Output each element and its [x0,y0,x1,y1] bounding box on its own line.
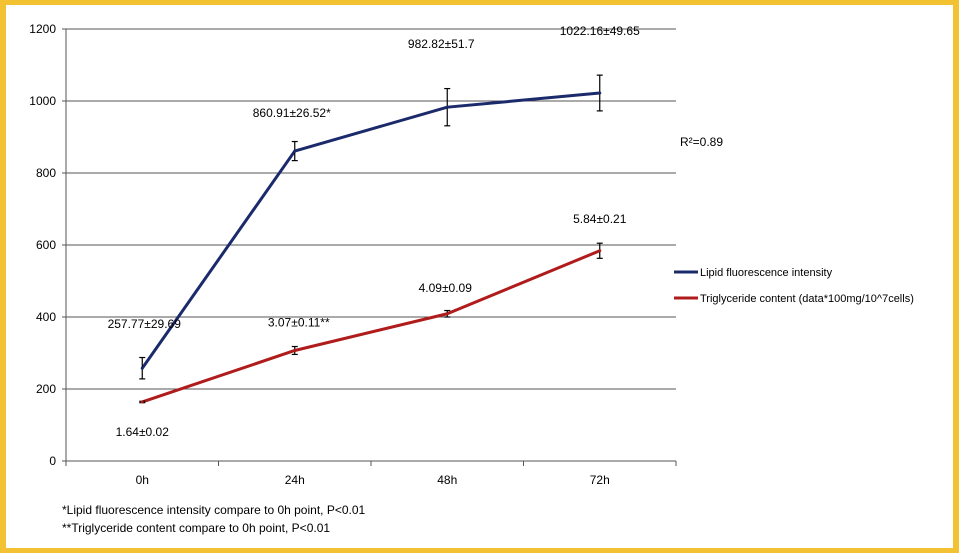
x-tick-label: 24h [285,473,305,487]
y-tick-label: 1200 [29,22,56,36]
series-line-0 [141,91,600,370]
x-tick-label: 0h [136,473,149,487]
footnote-triglyceride: **Triglyceride content compare to 0h poi… [62,521,330,535]
data-label: 982.82±51.7 [408,37,475,51]
y-tick-label: 200 [36,382,56,396]
r-squared-annotation: R²=0.89 [680,135,723,149]
legend-label: Lipid fluorescence intensity [700,267,833,279]
data-label: 3.07±0.11** [268,315,330,329]
data-point [445,105,449,109]
x-tick-label: 72h [590,473,610,487]
y-tick-label: 400 [36,310,56,324]
x-tick-label: 48h [437,473,457,487]
data-point [598,249,602,253]
line-chart: 0 200 400 600 800 1000 1200 0h 24h 48h 72h 257.77±… [29,22,914,535]
y-tick-label: 0 [49,454,56,468]
data-label: 5.84±0.21 [573,212,627,226]
series-line-1 [141,249,601,404]
legend: Lipid fluorescence intensity Triglyceride… [674,267,914,305]
data-point [293,149,297,153]
series [139,74,603,404]
data-point [445,312,449,316]
data-label: 860.91±26.52* [253,106,331,120]
legend-label: Triglyceride content (data*100mg/10^7cel… [700,293,914,305]
y-tick-label: 800 [36,166,56,180]
data-labels: 257.77±29.69 860.91±26.52* 982.82±51.7 1022… [108,24,640,439]
data-point [140,366,144,370]
y-tick-label: 600 [36,238,56,252]
data-label: 4.09±0.09 [419,281,473,295]
data-point [293,348,297,352]
footnote-lipid: *Lipid fluorescence intensity compare to… [62,503,366,517]
y-tick-label: 1000 [29,94,56,108]
axes: 0 200 400 600 800 1000 1200 0h 24h 48h 72h [29,22,677,487]
data-label: 1022.16±49.65 [560,24,640,38]
data-label: 257.77±29.69 [108,317,182,331]
chart-frame: 0 200 400 600 800 1000 1200 0h 24h 48h 72h 257.77±… [6,5,953,548]
data-label: 1.64±0.02 [116,425,170,439]
data-point [598,91,602,95]
gridlines [66,28,676,390]
data-point [140,400,144,404]
